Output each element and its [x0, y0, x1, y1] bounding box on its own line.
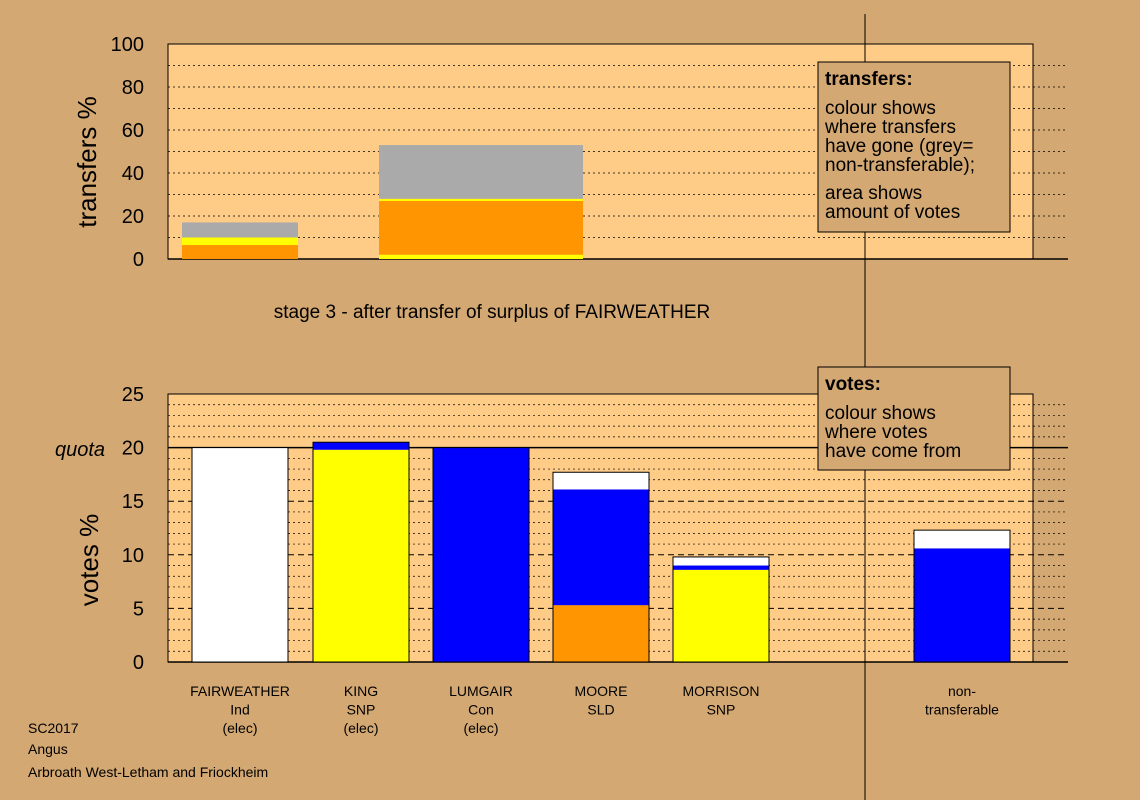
- candidate-label: FAIRWEATHER: [190, 683, 290, 699]
- votes-info-line: have come from: [825, 441, 961, 462]
- transfer-bar-segment: [379, 254, 583, 259]
- y-tick-label: 0: [133, 249, 144, 271]
- vote-bar-segment: [433, 447, 529, 662]
- votes-info-line: colour shows: [825, 403, 936, 424]
- votes-info-box: votes: colour shows where votes have com…: [817, 366, 1011, 471]
- footer-line: Arbroath West-Letham and Friockheim: [28, 764, 268, 780]
- transfers-info-box: transfers: colour shows where transfers …: [817, 61, 1011, 233]
- footer-line: Angus: [28, 741, 68, 757]
- votes-info-title: votes:: [825, 374, 881, 395]
- transfer-bar-segment: [379, 198, 583, 201]
- y-tick-label: 60: [122, 120, 144, 142]
- footer-line: SC2017: [28, 720, 79, 736]
- y-tick-label: 5: [133, 598, 144, 620]
- candidate-label: SNP: [347, 702, 376, 718]
- vote-bar-outline: [191, 447, 289, 663]
- candidate-label: SLD: [587, 702, 614, 718]
- candidate-label: Con: [468, 702, 494, 718]
- transfer-bar-segment: [182, 237, 298, 246]
- votes-bars: [191, 441, 1011, 663]
- candidate-label: LUMGAIR: [449, 683, 513, 699]
- y-tick-label: 25: [122, 384, 144, 406]
- transfers-info-line: amount of votes: [825, 202, 960, 223]
- y-tick-label: 80: [122, 77, 144, 99]
- stage-label: stage 3 - after transfer of surplus of F…: [274, 302, 710, 323]
- candidate-label: (elec): [222, 720, 257, 736]
- candidate-label: KING: [344, 683, 378, 699]
- vote-bar-outline: [913, 529, 1011, 663]
- candidate-labels: FAIRWEATHER Ind (elec) KING SNP (elec) LUMGAIR…: [190, 683, 999, 736]
- vote-bar-segment: [553, 605, 649, 662]
- candidate-label: (elec): [343, 720, 378, 736]
- y-tick-label: 20: [122, 438, 144, 460]
- y-tick-label: 100: [111, 34, 144, 56]
- vote-bar-segment: [914, 530, 1010, 549]
- candidate-label: (elec): [463, 720, 498, 736]
- y-tick-label: 20: [122, 206, 144, 228]
- candidate-label: non-: [948, 683, 976, 699]
- votes-info-line: where votes: [824, 422, 927, 443]
- transfers-bars: [182, 145, 583, 259]
- vote-bar-segment: [673, 556, 769, 566]
- vote-bar-segment: [553, 489, 649, 606]
- vote-bar-segment: [914, 548, 1010, 662]
- transfer-bar-segment: [379, 200, 583, 255]
- candidate-label: MORRISON: [683, 683, 760, 699]
- votes-y-ticks: 0 5 10 15 20 25: [122, 384, 144, 674]
- quota-label: quota: [55, 439, 105, 461]
- vote-bar-segment: [553, 472, 649, 490]
- candidate-label: MOORE: [575, 683, 628, 699]
- y-tick-label: 15: [122, 491, 144, 513]
- transfers-info-line: non-transferable);: [825, 155, 975, 176]
- vote-bar-segment: [673, 569, 769, 662]
- candidate-label: SNP: [707, 702, 736, 718]
- vote-bar-segment: [192, 447, 288, 662]
- vote-bar-outline: [432, 447, 530, 663]
- y-tick-label: 0: [133, 652, 144, 674]
- vote-bar-segment: [673, 565, 769, 570]
- vote-bar-segment: [313, 449, 409, 662]
- transfers-info-line: have gone (grey=: [825, 136, 973, 157]
- vote-bar-segment: [313, 442, 409, 450]
- vote-bar-outline: [672, 556, 770, 663]
- y-tick-label: 10: [122, 545, 144, 567]
- transfer-bar-segment: [182, 222, 298, 238]
- transfer-bar-segment: [182, 245, 298, 259]
- transfers-info-line: colour shows: [825, 98, 936, 119]
- candidate-label: transferable: [925, 702, 999, 718]
- transfers-axis-title: transfers %: [72, 96, 102, 228]
- transfers-info-line: area shows: [825, 183, 922, 204]
- transfer-bar-segment: [379, 145, 583, 199]
- transfers-info-title: transfers:: [825, 69, 913, 90]
- candidate-label: Ind: [230, 702, 249, 718]
- transfers-y-ticks: 0 20 40 60 80 100: [111, 34, 144, 271]
- transfers-info-line: where transfers: [824, 117, 956, 138]
- vote-bar-outline: [552, 471, 650, 663]
- votes-axis-title: votes %: [74, 514, 104, 607]
- vote-bar-outline: [312, 441, 410, 663]
- y-tick-label: 40: [122, 163, 144, 185]
